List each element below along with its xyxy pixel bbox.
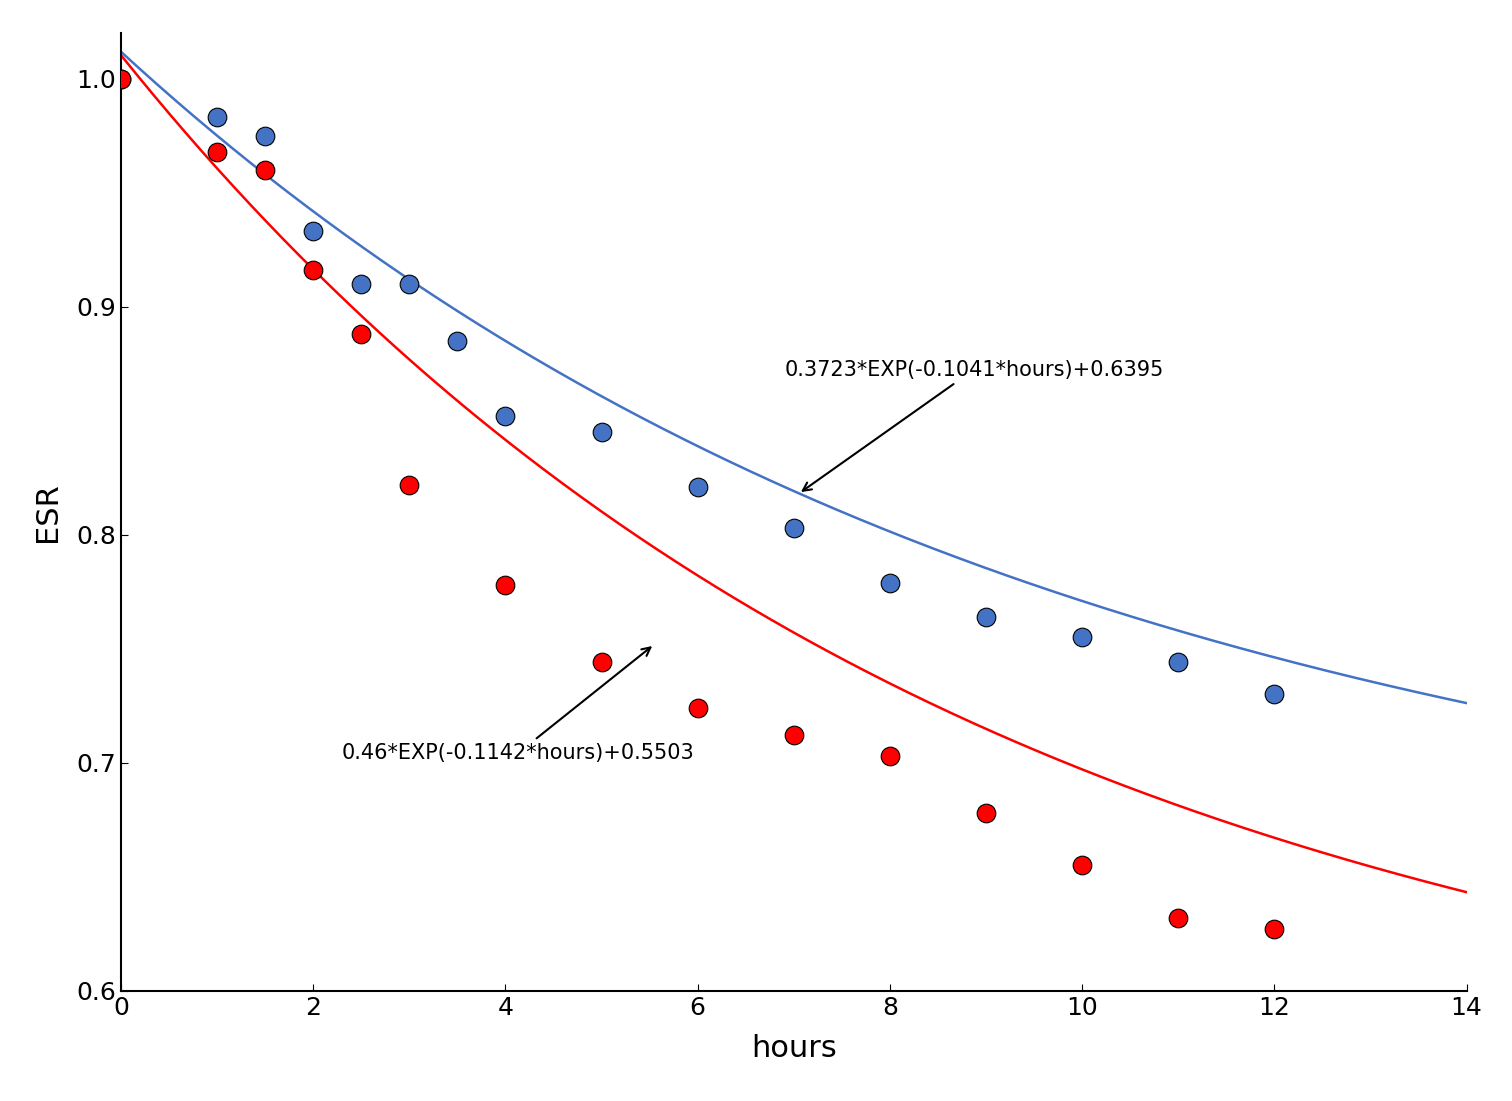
Text: 0.46*EXP(-0.1142*hours)+0.5503: 0.46*EXP(-0.1142*hours)+0.5503 xyxy=(342,647,696,763)
X-axis label: hours: hours xyxy=(751,1034,836,1062)
Point xyxy=(398,476,422,493)
Point xyxy=(206,109,230,127)
Point xyxy=(349,275,373,293)
Point xyxy=(1166,909,1190,927)
Point xyxy=(1166,654,1190,672)
Text: 0.3723*EXP(-0.1041*hours)+0.6395: 0.3723*EXP(-0.1041*hours)+0.6395 xyxy=(785,360,1164,491)
Point xyxy=(590,654,614,672)
Point xyxy=(398,275,422,293)
Point xyxy=(1263,686,1287,704)
Point xyxy=(445,333,469,350)
Point xyxy=(253,127,277,144)
Point xyxy=(685,478,709,495)
Point xyxy=(109,69,133,87)
Point xyxy=(1070,857,1095,874)
Point xyxy=(782,727,806,744)
Point xyxy=(878,748,903,765)
Y-axis label: ESR: ESR xyxy=(33,482,62,542)
Point xyxy=(301,261,325,279)
Point xyxy=(685,699,709,717)
Point xyxy=(253,161,277,178)
Point xyxy=(590,424,614,442)
Point xyxy=(974,804,998,821)
Point xyxy=(206,143,230,161)
Point xyxy=(493,576,517,593)
Point xyxy=(349,325,373,342)
Point xyxy=(1070,629,1095,646)
Point xyxy=(782,520,806,537)
Point xyxy=(1263,920,1287,938)
Point xyxy=(493,407,517,425)
Point xyxy=(301,222,325,240)
Point xyxy=(878,574,903,591)
Point xyxy=(109,69,133,87)
Point xyxy=(974,608,998,625)
